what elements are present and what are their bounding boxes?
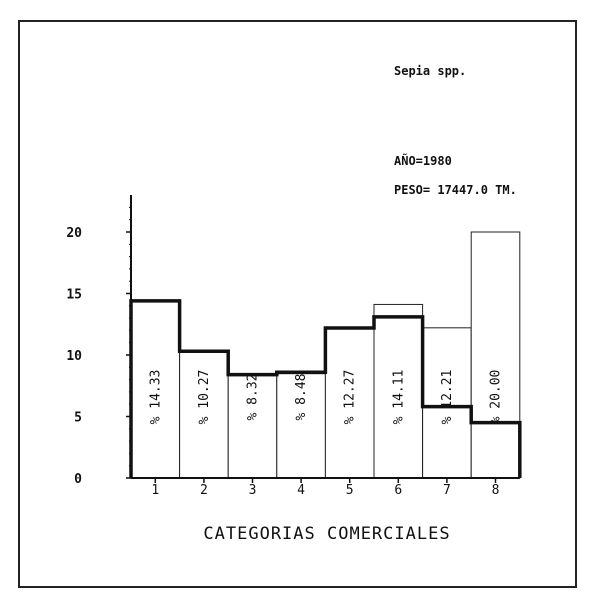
- bar-label-2: % 10.27: [197, 370, 212, 425]
- species-label: Sepia spp.: [394, 64, 466, 78]
- axes-group: [126, 195, 520, 483]
- bar-6: [373, 303, 424, 479]
- x-tick-label-1: 1: [151, 483, 159, 498]
- step-line: [129, 299, 522, 478]
- chart-frame: [18, 20, 577, 588]
- x-tick-label-5: 5: [346, 483, 354, 498]
- x-axis-title: CATEGORIAS COMERCIALES: [203, 524, 450, 544]
- y-tick-label-20: 20: [66, 226, 82, 241]
- bar-2: [179, 351, 229, 479]
- y-tick-label-5: 5: [74, 411, 82, 426]
- bar-label-5: % 12.27: [343, 370, 358, 425]
- y-tick-label-10: 10: [66, 349, 82, 364]
- x-tick-label-6: 6: [394, 483, 402, 498]
- x-tick-label-2: 2: [200, 483, 208, 498]
- step-line-group: [129, 299, 522, 478]
- bar-4: [276, 373, 326, 479]
- x-tick-label-8: 8: [492, 483, 500, 498]
- y-tick-label-0: 0: [74, 472, 82, 487]
- bar-8: [470, 231, 521, 479]
- x-tick-label-3: 3: [249, 483, 257, 498]
- bar-label-4: % 8.48: [294, 374, 309, 421]
- bar-label-8: % 20.00: [489, 370, 504, 425]
- x-tick-label-4: 4: [297, 483, 305, 498]
- bar-label-3: % 8.32: [246, 374, 261, 421]
- labels-group: 0 5 10 15 20 1 2 3 4 5 6 7 8 % 14.33 % 10.27 % 8.32 % 8.…: [66, 226, 503, 498]
- y-tick-label-15: 15: [66, 288, 82, 303]
- bar-label-1: % 14.33: [148, 370, 163, 425]
- weight-label: PESO= 17447.0 TM.: [394, 183, 517, 197]
- bar-label-7: % 12.21: [440, 370, 455, 425]
- bar-label-6: % 14.11: [391, 370, 406, 425]
- x-tick-label-7: 7: [443, 483, 451, 498]
- year-label: AÑO=1980: [394, 153, 452, 168]
